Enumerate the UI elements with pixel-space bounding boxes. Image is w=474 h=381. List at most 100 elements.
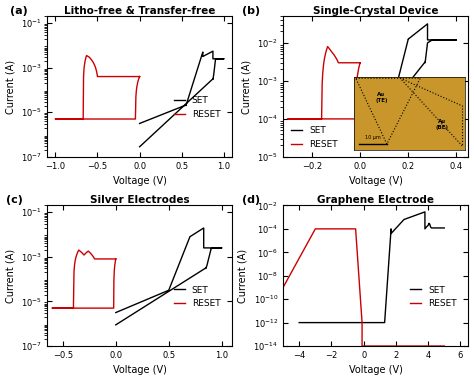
SET	[186, 238, 191, 242]
SET	[425, 22, 430, 26]
SET	[163, 111, 168, 115]
Legend: SET, RESET: SET, RESET	[170, 93, 224, 123]
SET	[219, 246, 225, 250]
SET	[393, 86, 399, 91]
SET	[163, 120, 169, 125]
Line: SET: SET	[140, 51, 224, 147]
RESET	[312, 227, 318, 231]
RESET	[137, 74, 143, 79]
SET	[113, 323, 118, 327]
SET	[138, 121, 144, 125]
X-axis label: Voltage (V): Voltage (V)	[113, 365, 166, 375]
RESET	[71, 306, 76, 311]
SET	[360, 320, 366, 325]
Y-axis label: Current (A): Current (A)	[238, 249, 248, 303]
RESET	[120, 117, 126, 121]
RESET	[80, 117, 86, 121]
RESET	[93, 66, 99, 70]
RESET	[97, 257, 103, 261]
RESET	[374, 344, 380, 348]
Line: SET: SET	[116, 228, 222, 325]
Text: (d): (d)	[242, 195, 260, 205]
Line: RESET: RESET	[55, 56, 140, 119]
Title: Litho-free & Transfer-free: Litho-free & Transfer-free	[64, 6, 215, 16]
SET	[210, 49, 216, 53]
RESET	[113, 257, 118, 261]
Title: Graphene Electrode: Graphene Electrode	[317, 195, 434, 205]
SET	[394, 225, 400, 229]
SET	[113, 310, 118, 315]
Text: (c): (c)	[6, 195, 23, 205]
RESET	[322, 227, 328, 231]
SET	[139, 306, 145, 311]
SET	[392, 227, 398, 231]
Y-axis label: Current (A): Current (A)	[6, 59, 16, 114]
Legend: SET, RESET: SET, RESET	[288, 123, 341, 152]
SET	[296, 320, 302, 325]
SET	[137, 121, 143, 126]
SET	[422, 210, 428, 214]
RESET	[359, 344, 365, 348]
SET	[357, 136, 363, 140]
Legend: SET, RESET: SET, RESET	[170, 282, 224, 312]
RESET	[62, 306, 68, 311]
RESET	[441, 344, 447, 348]
RESET	[76, 248, 82, 252]
X-axis label: Voltage (V): Voltage (V)	[349, 365, 403, 375]
RESET	[67, 117, 73, 121]
SET	[395, 76, 401, 81]
RESET	[325, 44, 330, 49]
Line: RESET: RESET	[52, 250, 116, 308]
Y-axis label: Current (A): Current (A)	[6, 249, 16, 303]
Line: SET: SET	[360, 24, 456, 144]
SET	[191, 77, 197, 82]
SET	[391, 99, 396, 104]
Title: Single-Crystal Device: Single-Crystal Device	[313, 6, 438, 16]
SET	[401, 217, 407, 222]
SET	[193, 230, 199, 235]
SET	[301, 320, 307, 325]
SET	[357, 142, 363, 146]
Text: (a): (a)	[10, 5, 27, 16]
RESET	[115, 117, 121, 121]
RESET	[341, 61, 346, 65]
RESET	[107, 117, 113, 121]
SET	[413, 30, 419, 35]
X-axis label: Voltage (V): Voltage (V)	[113, 176, 166, 186]
RESET	[357, 61, 363, 65]
SET	[130, 303, 136, 307]
RESET	[92, 257, 98, 261]
SET	[441, 226, 447, 230]
RESET	[303, 243, 309, 248]
SET	[178, 106, 183, 111]
RESET	[90, 306, 96, 311]
RESET	[92, 257, 98, 261]
SET	[420, 62, 426, 66]
RESET	[303, 117, 309, 121]
X-axis label: Voltage (V): Voltage (V)	[349, 176, 403, 186]
Legend: SET, RESET: SET, RESET	[406, 282, 460, 312]
Line: SET: SET	[299, 212, 444, 323]
RESET	[113, 257, 118, 261]
RESET	[301, 117, 307, 121]
RESET	[280, 285, 286, 290]
SET	[193, 70, 199, 75]
RESET	[366, 344, 372, 348]
RESET	[84, 53, 90, 58]
RESET	[74, 252, 80, 256]
SET	[197, 229, 202, 233]
RESET	[137, 74, 143, 79]
SET	[361, 138, 366, 142]
Line: RESET: RESET	[283, 229, 444, 346]
RESET	[340, 61, 346, 65]
Line: RESET: RESET	[288, 46, 360, 119]
RESET	[319, 117, 324, 121]
RESET	[95, 74, 100, 79]
RESET	[357, 61, 363, 65]
SET	[137, 144, 143, 149]
Title: Silver Electrodes: Silver Electrodes	[90, 195, 190, 205]
Text: (b): (b)	[242, 5, 260, 16]
RESET	[322, 54, 328, 59]
RESET	[417, 344, 422, 348]
RESET	[291, 117, 296, 121]
